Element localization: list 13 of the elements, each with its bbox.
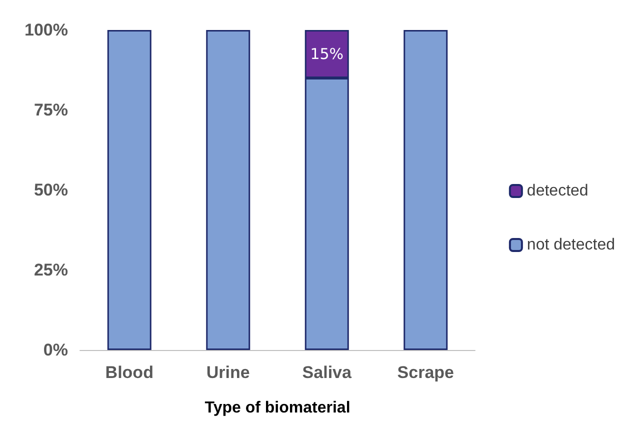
y-tick-label: 100%	[24, 20, 68, 40]
x-tick-label: Saliva	[302, 363, 352, 382]
x-tick-label: Urine	[206, 363, 250, 382]
y-tick-label: 75%	[34, 100, 68, 120]
legend-label: not detected	[526, 236, 616, 254]
y-tick-label: 25%	[34, 260, 68, 280]
y-tick-label: 50%	[34, 180, 68, 200]
legend-label: detected	[526, 182, 588, 200]
x-axis-title: Type of biomaterial	[204, 400, 350, 416]
x-tick-label: Blood	[105, 363, 154, 382]
x-tick-label: Scrape	[397, 363, 454, 382]
y-tick-label: 0%	[43, 340, 68, 360]
data-label: 15%	[310, 45, 344, 63]
